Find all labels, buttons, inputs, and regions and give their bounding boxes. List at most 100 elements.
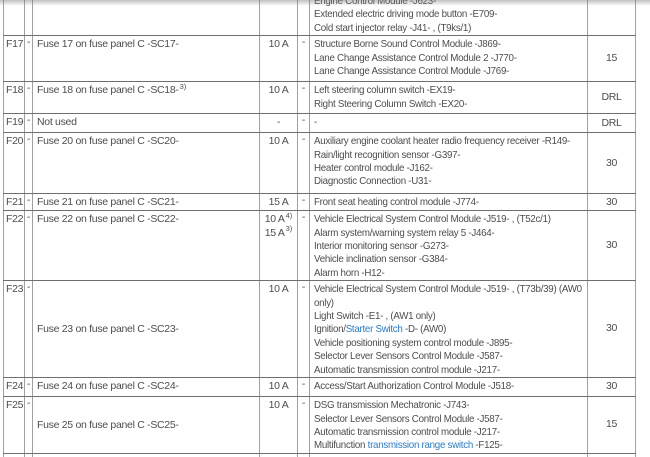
- fuse-id-cell: F18: [3, 81, 25, 115]
- fuse-description: Fuse 23 on fuse panel C -SC23-: [34, 321, 260, 336]
- component-text: Lane Change Assistance Control Module -J…: [314, 65, 510, 78]
- dash-separator: -: [301, 114, 306, 127]
- components-list: Auxiliary engine coolant heater radio fr…: [311, 133, 588, 189]
- terminal-value: DRL: [601, 91, 622, 104]
- fuse-description-cell: Fuse 24 on fuse panel C -SC24-: [32, 377, 260, 398]
- dash-separator-cell: -: [24, 35, 33, 83]
- component-text: Extended electric driving mode button -E…: [314, 8, 498, 21]
- fuse-id: F21: [6, 196, 24, 209]
- component-line: Heater control module -J162-: [314, 162, 565, 175]
- terminal-value-cell: 30: [587, 377, 636, 398]
- dash-separator-cell: -: [297, 35, 310, 83]
- amp-rating: 10 A: [261, 380, 298, 393]
- fuse-description: Not used: [34, 114, 260, 129]
- fuse-id-cell: F17: [3, 35, 25, 83]
- components-list: Vehicle Electrical System Control Module…: [311, 211, 588, 280]
- component-text: Vehicle Electrical System Control Module…: [314, 213, 551, 226]
- footnote-reference: 4): [285, 210, 293, 220]
- component-text: Right Steering Column Switch -EX20-: [314, 97, 468, 110]
- component-line: Vehicle positioning system control modul…: [314, 337, 565, 350]
- dash-separator: -: [301, 281, 306, 294]
- components-list: Engine Control Module -J623- Extended ele…: [311, 0, 588, 35]
- terminal-value: 30: [605, 322, 618, 335]
- component-link[interactable]: Starter Switch: [345, 323, 403, 336]
- fuse-id: F24: [6, 380, 24, 393]
- terminal-value-cell: 30: [587, 193, 636, 212]
- component-text: Cold start injector relay -J41- , (T9ks/…: [314, 21, 472, 34]
- amp-value: 10 A: [268, 135, 289, 148]
- fuse-description-text: Fuse 20 on fuse panel C -SC20-: [37, 135, 179, 148]
- component-line: Light Switch -E1- , (AW1 only): [314, 310, 565, 323]
- dash-separator: -: [26, 114, 31, 127]
- amp-value: 15 A: [268, 196, 289, 209]
- components-cell: Vehicle Electrical System Control Module…: [309, 210, 588, 282]
- dash-separator: -: [301, 211, 306, 224]
- component-text: Interior monitoring sensor -G273-: [314, 240, 449, 253]
- amp-rating: 10 A: [261, 135, 298, 148]
- dash-separator-cell: -: [24, 113, 33, 134]
- component-line: Front seat heating control module -J774-: [314, 196, 565, 209]
- components-cell: DSG transmission Mechatronic -J743- Selec…: [309, 396, 588, 454]
- amp-rating-cell: [259, 453, 298, 457]
- terminal-value-cell: DRL: [587, 113, 636, 134]
- fuse-id: F25: [6, 399, 24, 412]
- component-text: Automatic transmission control module -J…: [314, 425, 500, 438]
- terminal-value-cell: [587, 0, 636, 37]
- components-cell: Front seat heating control module -J774-: [309, 193, 588, 212]
- dash-separator: -: [301, 36, 306, 49]
- fuse-description-text: Fuse 17 on fuse panel C -SC17-: [37, 38, 179, 51]
- components-list: -: [311, 114, 588, 129]
- dash-separator-cell: -: [297, 193, 310, 212]
- dash-separator: -: [301, 397, 306, 410]
- components-list: DSG transmission Mechatronic -J743- Selec…: [311, 397, 588, 452]
- component-text: only): [314, 296, 334, 309]
- amp-rating-cell: 10 A: [259, 35, 298, 83]
- amp-value: 15 A: [264, 226, 285, 239]
- fuse-description-cell: [32, 453, 260, 457]
- terminal-value: DRL: [601, 116, 622, 129]
- component-line: Alarm system/warning system relay 5 -J46…: [314, 227, 565, 240]
- dash-separator-cell: -: [24, 396, 33, 454]
- dash-separator: -: [26, 36, 31, 49]
- fuse-description-text: Fuse 22 on fuse panel C -SC22-: [37, 213, 179, 226]
- fuse-row: F23- Fuse 23 on fuse panel C -SC23- 10 A-V…: [3, 280, 636, 379]
- partial-row: Engine Control Module -J623- Extended ele…: [3, 0, 636, 37]
- component-text: Ignition/: [314, 323, 346, 336]
- dash-separator-cell: [24, 453, 33, 457]
- component-text: Vehicle positioning system control modul…: [314, 336, 513, 349]
- component-line: -: [314, 116, 565, 129]
- component-line: Selector Lever Sensors Control Module -J…: [314, 413, 565, 426]
- fuse-description-text: Fuse 25 on fuse panel C -SC25-: [37, 419, 179, 432]
- component-line: Cold start injector relay -J41- , (T9ks/…: [314, 22, 565, 35]
- components-cell: Vehicle Electrical System Control Module…: [309, 280, 588, 379]
- components-list: Access/Start Authorization Control Modul…: [311, 378, 588, 393]
- amp-value: 10 A: [268, 283, 289, 296]
- component-line: only): [314, 297, 565, 310]
- components-list: Structure Borne Sound Control Module -J8…: [311, 36, 588, 78]
- fuse-table-body: Engine Control Module -J623- Extended ele…: [3, 0, 636, 457]
- component-line: Left steering column switch -EX19-: [314, 84, 565, 97]
- fuse-id-cell: F23: [3, 280, 25, 379]
- terminal-value: 15: [605, 418, 618, 431]
- fuse-description-cell: Fuse 25 on fuse panel C -SC25-: [32, 396, 260, 454]
- components-cell: [309, 453, 588, 457]
- fuse-description: Fuse 24 on fuse panel C -SC24-: [34, 378, 260, 393]
- component-line: Engine Control Module -J623-: [314, 0, 565, 8]
- component-line: Alarm horn -H12-: [314, 267, 565, 280]
- component-text: -F125-: [473, 439, 503, 452]
- component-link[interactable]: transmission range switch: [367, 439, 474, 452]
- fuse-description-cell: Fuse 17 on fuse panel C -SC17-: [32, 35, 260, 83]
- components-list: Left steering column switch -EX19- Right …: [311, 82, 588, 111]
- dash-separator: -: [26, 281, 31, 294]
- component-text: Engine Control Module -J623-: [314, 0, 436, 7]
- dash-separator-cell: -: [24, 280, 33, 379]
- amp-value: 10 A: [268, 38, 289, 51]
- terminal-value: 15: [605, 52, 618, 65]
- component-line: Vehicle Electrical System Control Module…: [314, 283, 582, 296]
- fuse-assignment-table: Engine Control Module -J623- Extended ele…: [3, 0, 636, 457]
- fuse-description: Fuse 17 on fuse panel C -SC17-: [34, 36, 260, 51]
- dash-separator: -: [301, 378, 306, 391]
- component-text: Vehicle Electrical System Control Module…: [314, 283, 582, 296]
- fuse-description-cell: Not used: [32, 113, 260, 134]
- component-line: Extended electric driving mode button -E…: [314, 8, 565, 21]
